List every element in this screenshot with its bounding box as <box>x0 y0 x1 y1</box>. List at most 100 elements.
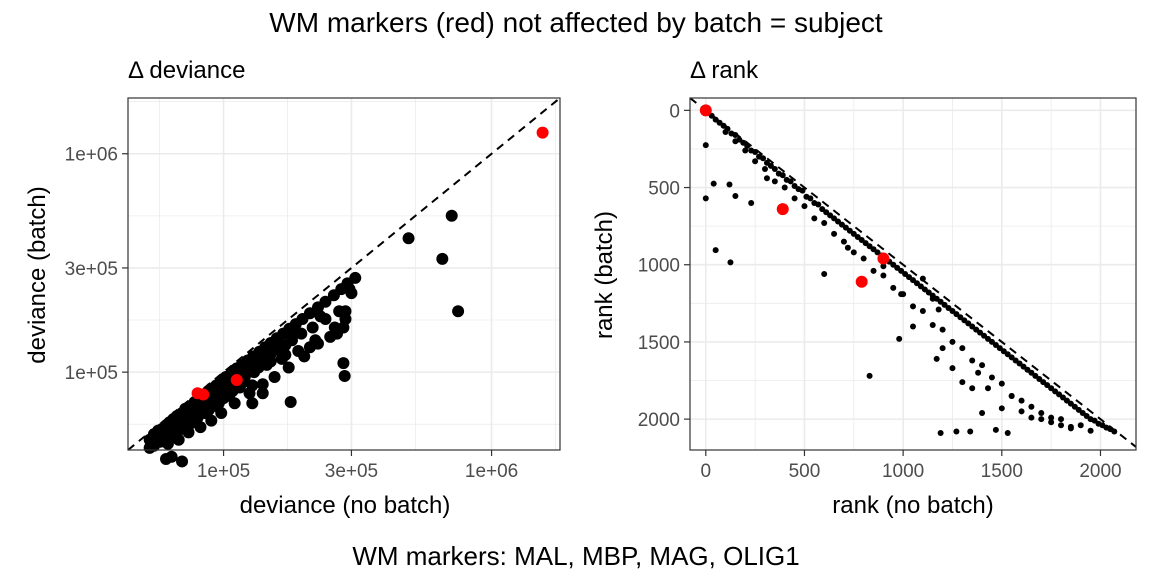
data-point <box>939 326 946 333</box>
data-point <box>732 138 739 145</box>
data-point <box>223 389 236 402</box>
identity-dashed-line <box>127 97 561 451</box>
data-point <box>953 428 960 435</box>
y-tick-label: 3e+05 <box>65 259 118 280</box>
data-point <box>215 406 228 419</box>
data-point <box>712 247 719 254</box>
data-point <box>949 338 956 345</box>
data-point <box>935 306 942 313</box>
data-point <box>212 397 225 410</box>
marker-point <box>536 126 549 139</box>
marker-point <box>197 388 210 401</box>
x-tick-label: 0 <box>700 461 711 482</box>
rank-points <box>699 104 1118 437</box>
data-point <box>1008 392 1015 399</box>
data-point <box>752 158 759 165</box>
data-point <box>732 132 739 139</box>
data-point <box>710 180 717 187</box>
data-point <box>328 321 341 334</box>
rank-x-axis-title: rank (no batch) <box>832 492 993 519</box>
data-point <box>811 215 818 222</box>
data-point <box>979 362 986 369</box>
data-point <box>282 361 295 374</box>
deviance-panel-title: Δ deviance <box>128 57 245 84</box>
data-point <box>726 181 733 188</box>
data-point <box>268 370 281 383</box>
data-point <box>967 428 974 435</box>
x-tick-label: 1e+06 <box>465 461 518 482</box>
data-point <box>959 379 966 386</box>
data-point <box>205 414 218 427</box>
deviance-panel: Δ deviance 1e+05 3e+05 1e+06 1e+053e+051e+… <box>24 57 561 519</box>
data-point <box>188 414 201 427</box>
deviance-y-axis-title: deviance (batch) <box>24 186 51 363</box>
data-point <box>937 430 944 437</box>
data-point <box>840 238 847 245</box>
data-point <box>1028 403 1035 410</box>
y-tick-label: 0 <box>669 101 680 122</box>
data-point <box>167 429 180 442</box>
deviance-identity-line <box>127 97 561 451</box>
data-point <box>896 335 903 342</box>
data-point <box>929 295 936 302</box>
data-point <box>880 263 887 270</box>
data-point <box>742 147 749 154</box>
data-point <box>165 450 178 463</box>
rank-panel-border <box>689 97 1137 451</box>
data-point <box>979 409 986 416</box>
data-point <box>727 259 734 266</box>
data-point <box>969 357 976 364</box>
y-tick-label: 500 <box>648 179 680 200</box>
data-point <box>298 350 311 363</box>
data-point <box>760 155 767 162</box>
deviance-panel-border <box>127 97 561 451</box>
data-point <box>898 291 905 298</box>
data-point <box>779 172 786 179</box>
data-point <box>933 355 940 362</box>
data-point <box>260 344 273 357</box>
data-point <box>256 387 269 400</box>
data-point <box>1048 419 1055 426</box>
data-point <box>910 323 916 330</box>
data-point <box>988 374 995 381</box>
data-point <box>285 327 298 340</box>
data-point <box>349 271 362 284</box>
data-point <box>452 305 465 318</box>
data-point <box>919 275 926 282</box>
data-point <box>959 345 966 352</box>
data-point <box>202 404 215 417</box>
x-tick-label: 3e+05 <box>325 461 378 482</box>
data-point <box>1067 423 1074 430</box>
data-point <box>801 203 808 210</box>
data-point <box>998 380 1005 387</box>
data-point <box>975 369 982 376</box>
data-point <box>744 142 751 149</box>
data-point <box>179 421 192 434</box>
data-point <box>787 178 794 185</box>
data-point <box>748 199 755 206</box>
data-point <box>880 272 887 279</box>
rank-y-axis-title: rank (batch) <box>591 211 618 339</box>
x-tick-label: 1500 <box>981 461 1023 482</box>
data-point <box>445 209 458 222</box>
data-point <box>1004 430 1011 437</box>
data-point <box>1058 422 1065 429</box>
data-point <box>158 433 171 446</box>
data-point <box>279 348 292 361</box>
rank-grid <box>690 98 1136 450</box>
figure-title: WM markers (red) not affected by batch =… <box>269 7 883 38</box>
data-point <box>284 395 297 408</box>
x-tick-label: 1000 <box>882 461 924 482</box>
data-point <box>1038 409 1045 416</box>
data-point <box>436 252 449 265</box>
data-point <box>791 195 798 202</box>
data-point <box>306 321 319 334</box>
deviance-y-ticks: 1e+05 3e+05 1e+06 <box>65 145 128 384</box>
data-point <box>1077 422 1084 429</box>
data-point <box>252 361 265 374</box>
rank-panel-title: Δ rank <box>690 57 759 84</box>
data-point <box>910 303 916 310</box>
marker-point <box>230 374 243 387</box>
y-tick-label: 2000 <box>638 410 680 431</box>
